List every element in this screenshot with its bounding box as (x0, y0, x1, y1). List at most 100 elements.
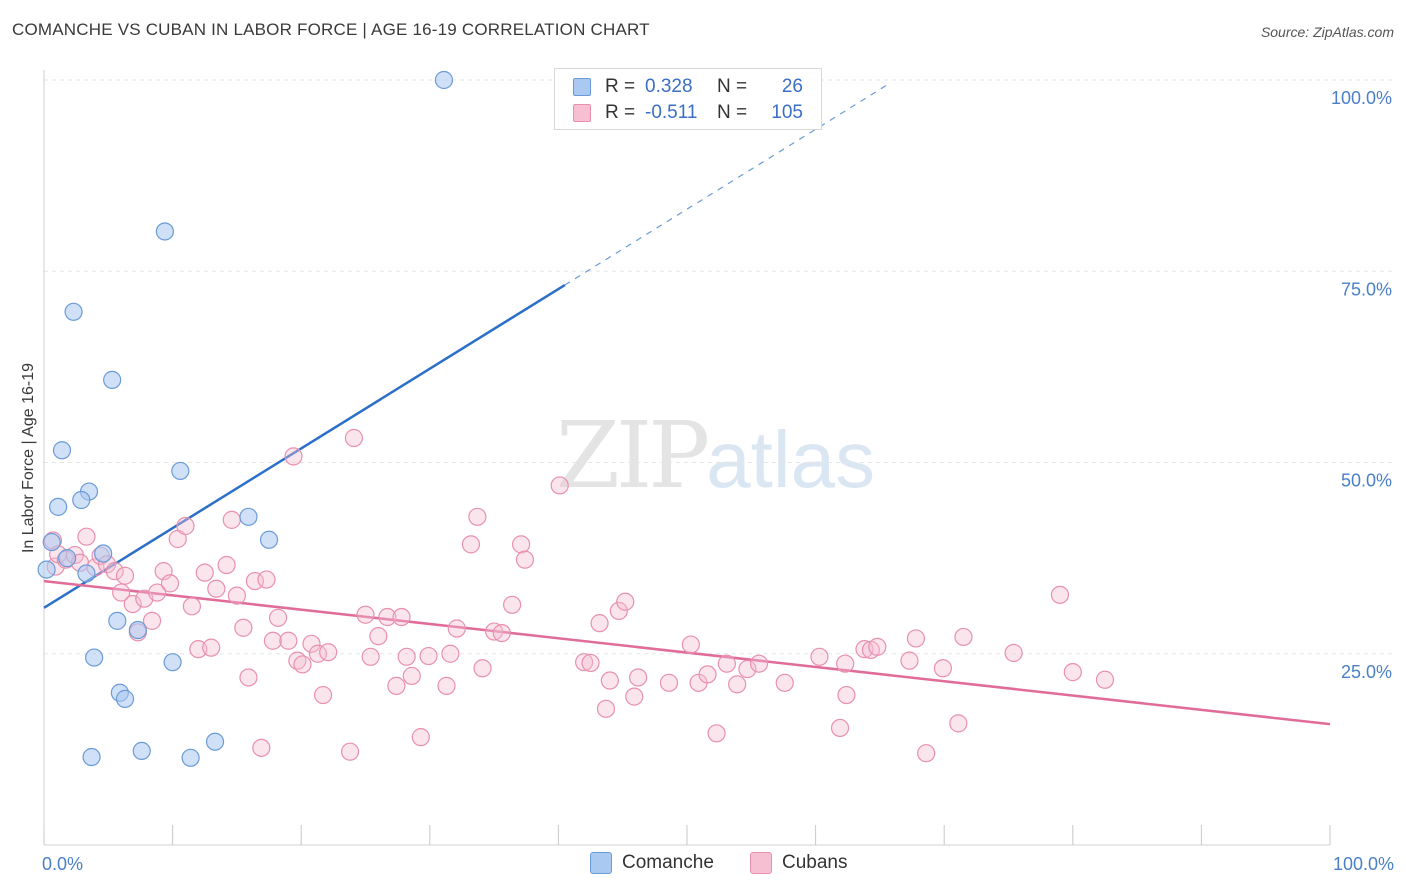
cubans-point[interactable] (195, 563, 214, 582)
cubans-point[interactable] (830, 718, 850, 738)
cubans-point[interactable] (369, 627, 388, 646)
cubans-point[interactable] (900, 651, 919, 670)
cubans-point[interactable] (217, 555, 236, 575)
comanche-point[interactable] (103, 370, 122, 389)
cubans-point[interactable] (160, 574, 180, 593)
cubans-point[interactable] (182, 597, 201, 616)
cubans-point[interactable] (252, 738, 271, 757)
cubans-point[interactable] (222, 510, 241, 529)
comanche-point[interactable] (205, 732, 225, 751)
comanche-point[interactable] (37, 560, 56, 579)
comanche-point[interactable] (171, 461, 190, 481)
cubans-point[interactable] (112, 583, 131, 602)
cubans-point[interactable] (234, 618, 253, 637)
cubans-point[interactable] (284, 447, 303, 466)
comanche-point[interactable] (155, 222, 174, 241)
cubans-point[interactable] (123, 594, 142, 614)
cubans-point[interactable] (512, 535, 531, 554)
cubans-point[interactable] (810, 647, 829, 666)
cubans-point[interactable] (419, 646, 438, 666)
cubans-point[interactable] (77, 527, 96, 546)
cubans-point[interactable] (609, 601, 628, 621)
comanche-point[interactable] (163, 653, 182, 672)
cubans-point[interactable] (775, 673, 794, 692)
cubans-point[interactable] (257, 570, 276, 589)
comanche-point[interactable] (259, 530, 279, 549)
cubans-point[interactable] (402, 666, 421, 686)
cubans-point[interactable] (625, 687, 644, 706)
comanche-point[interactable] (52, 441, 72, 460)
cubans-point[interactable] (749, 654, 769, 673)
cubans-point[interactable] (115, 566, 135, 585)
comanche-point[interactable] (49, 497, 68, 516)
cubans-point[interactable] (313, 685, 333, 705)
comanche-point[interactable] (82, 747, 101, 767)
cubans-point[interactable] (550, 476, 569, 495)
comanche-point[interactable] (181, 748, 200, 767)
comanche-point[interactable] (132, 741, 151, 761)
cubans-point[interactable] (738, 659, 757, 679)
cubans-point[interactable] (105, 562, 124, 581)
cubans-point[interactable] (148, 583, 167, 602)
cubans-point[interactable] (302, 634, 321, 653)
comanche-point[interactable] (94, 544, 113, 563)
comanche-point[interactable] (108, 611, 127, 630)
cubans-point[interactable] (717, 654, 736, 673)
cubans-point[interactable] (616, 592, 635, 611)
cubans-point[interactable] (239, 668, 258, 687)
legend-item-comanche[interactable]: Comanche (590, 852, 714, 874)
cubans-point[interactable] (485, 622, 504, 641)
cubans-point[interactable] (917, 744, 936, 763)
cubans-point[interactable] (707, 724, 726, 743)
cubans-point[interactable] (629, 668, 648, 687)
cubans-point[interactable] (344, 428, 364, 448)
cubans-point[interactable] (933, 659, 953, 678)
cubans-point[interactable] (397, 647, 416, 666)
cubans-point[interactable] (659, 673, 679, 692)
cubans-point[interactable] (575, 653, 594, 672)
comanche-point[interactable] (434, 70, 454, 90)
comanche-point[interactable] (58, 549, 77, 568)
comanche-point[interactable] (72, 490, 91, 510)
cubans-point[interactable] (728, 675, 747, 694)
cubans-point[interactable] (378, 607, 397, 627)
cubans-point[interactable] (392, 607, 411, 627)
cubans-point[interactable] (245, 571, 265, 591)
cubans-point[interactable] (411, 728, 430, 747)
comanche-point[interactable] (85, 648, 104, 667)
cubans-point[interactable] (437, 676, 456, 695)
cubans-point[interactable] (1004, 643, 1023, 663)
cubans-point[interactable] (1063, 663, 1082, 682)
cubans-point[interactable] (681, 635, 700, 654)
cubans-point[interactable] (590, 614, 609, 633)
cubans-point[interactable] (176, 516, 195, 536)
cubans-point[interactable] (1095, 670, 1115, 689)
cubans-point[interactable] (468, 507, 487, 526)
cubans-point[interactable] (515, 550, 535, 569)
cubans-point[interactable] (1050, 585, 1070, 604)
cubans-point[interactable] (836, 654, 855, 673)
cubans-point[interactable] (492, 623, 511, 643)
cubans-point[interactable] (600, 671, 619, 690)
cubans-point[interactable] (279, 631, 298, 650)
cubans-point[interactable] (263, 631, 283, 650)
cubans-point[interactable] (361, 647, 380, 666)
cubans-point[interactable] (441, 644, 460, 663)
cubans-point[interactable] (356, 605, 375, 624)
cubans-point[interactable] (461, 535, 481, 554)
cubans-point[interactable] (447, 619, 466, 638)
cubans-point[interactable] (207, 579, 226, 598)
cubans-point[interactable] (503, 595, 522, 614)
cubans-point[interactable] (954, 627, 973, 647)
cubans-point[interactable] (268, 608, 288, 627)
comanche-point[interactable] (64, 302, 83, 321)
cubans-point[interactable] (473, 659, 492, 678)
cubans-point[interactable] (949, 714, 968, 733)
comanche-point[interactable] (77, 564, 96, 583)
cubans-point[interactable] (837, 685, 856, 705)
cubans-point[interactable] (142, 611, 162, 630)
cubans-point[interactable] (698, 665, 717, 684)
cubans-point[interactable] (293, 655, 312, 674)
cubans-point[interactable] (340, 742, 360, 761)
cubans-point[interactable] (596, 699, 616, 718)
